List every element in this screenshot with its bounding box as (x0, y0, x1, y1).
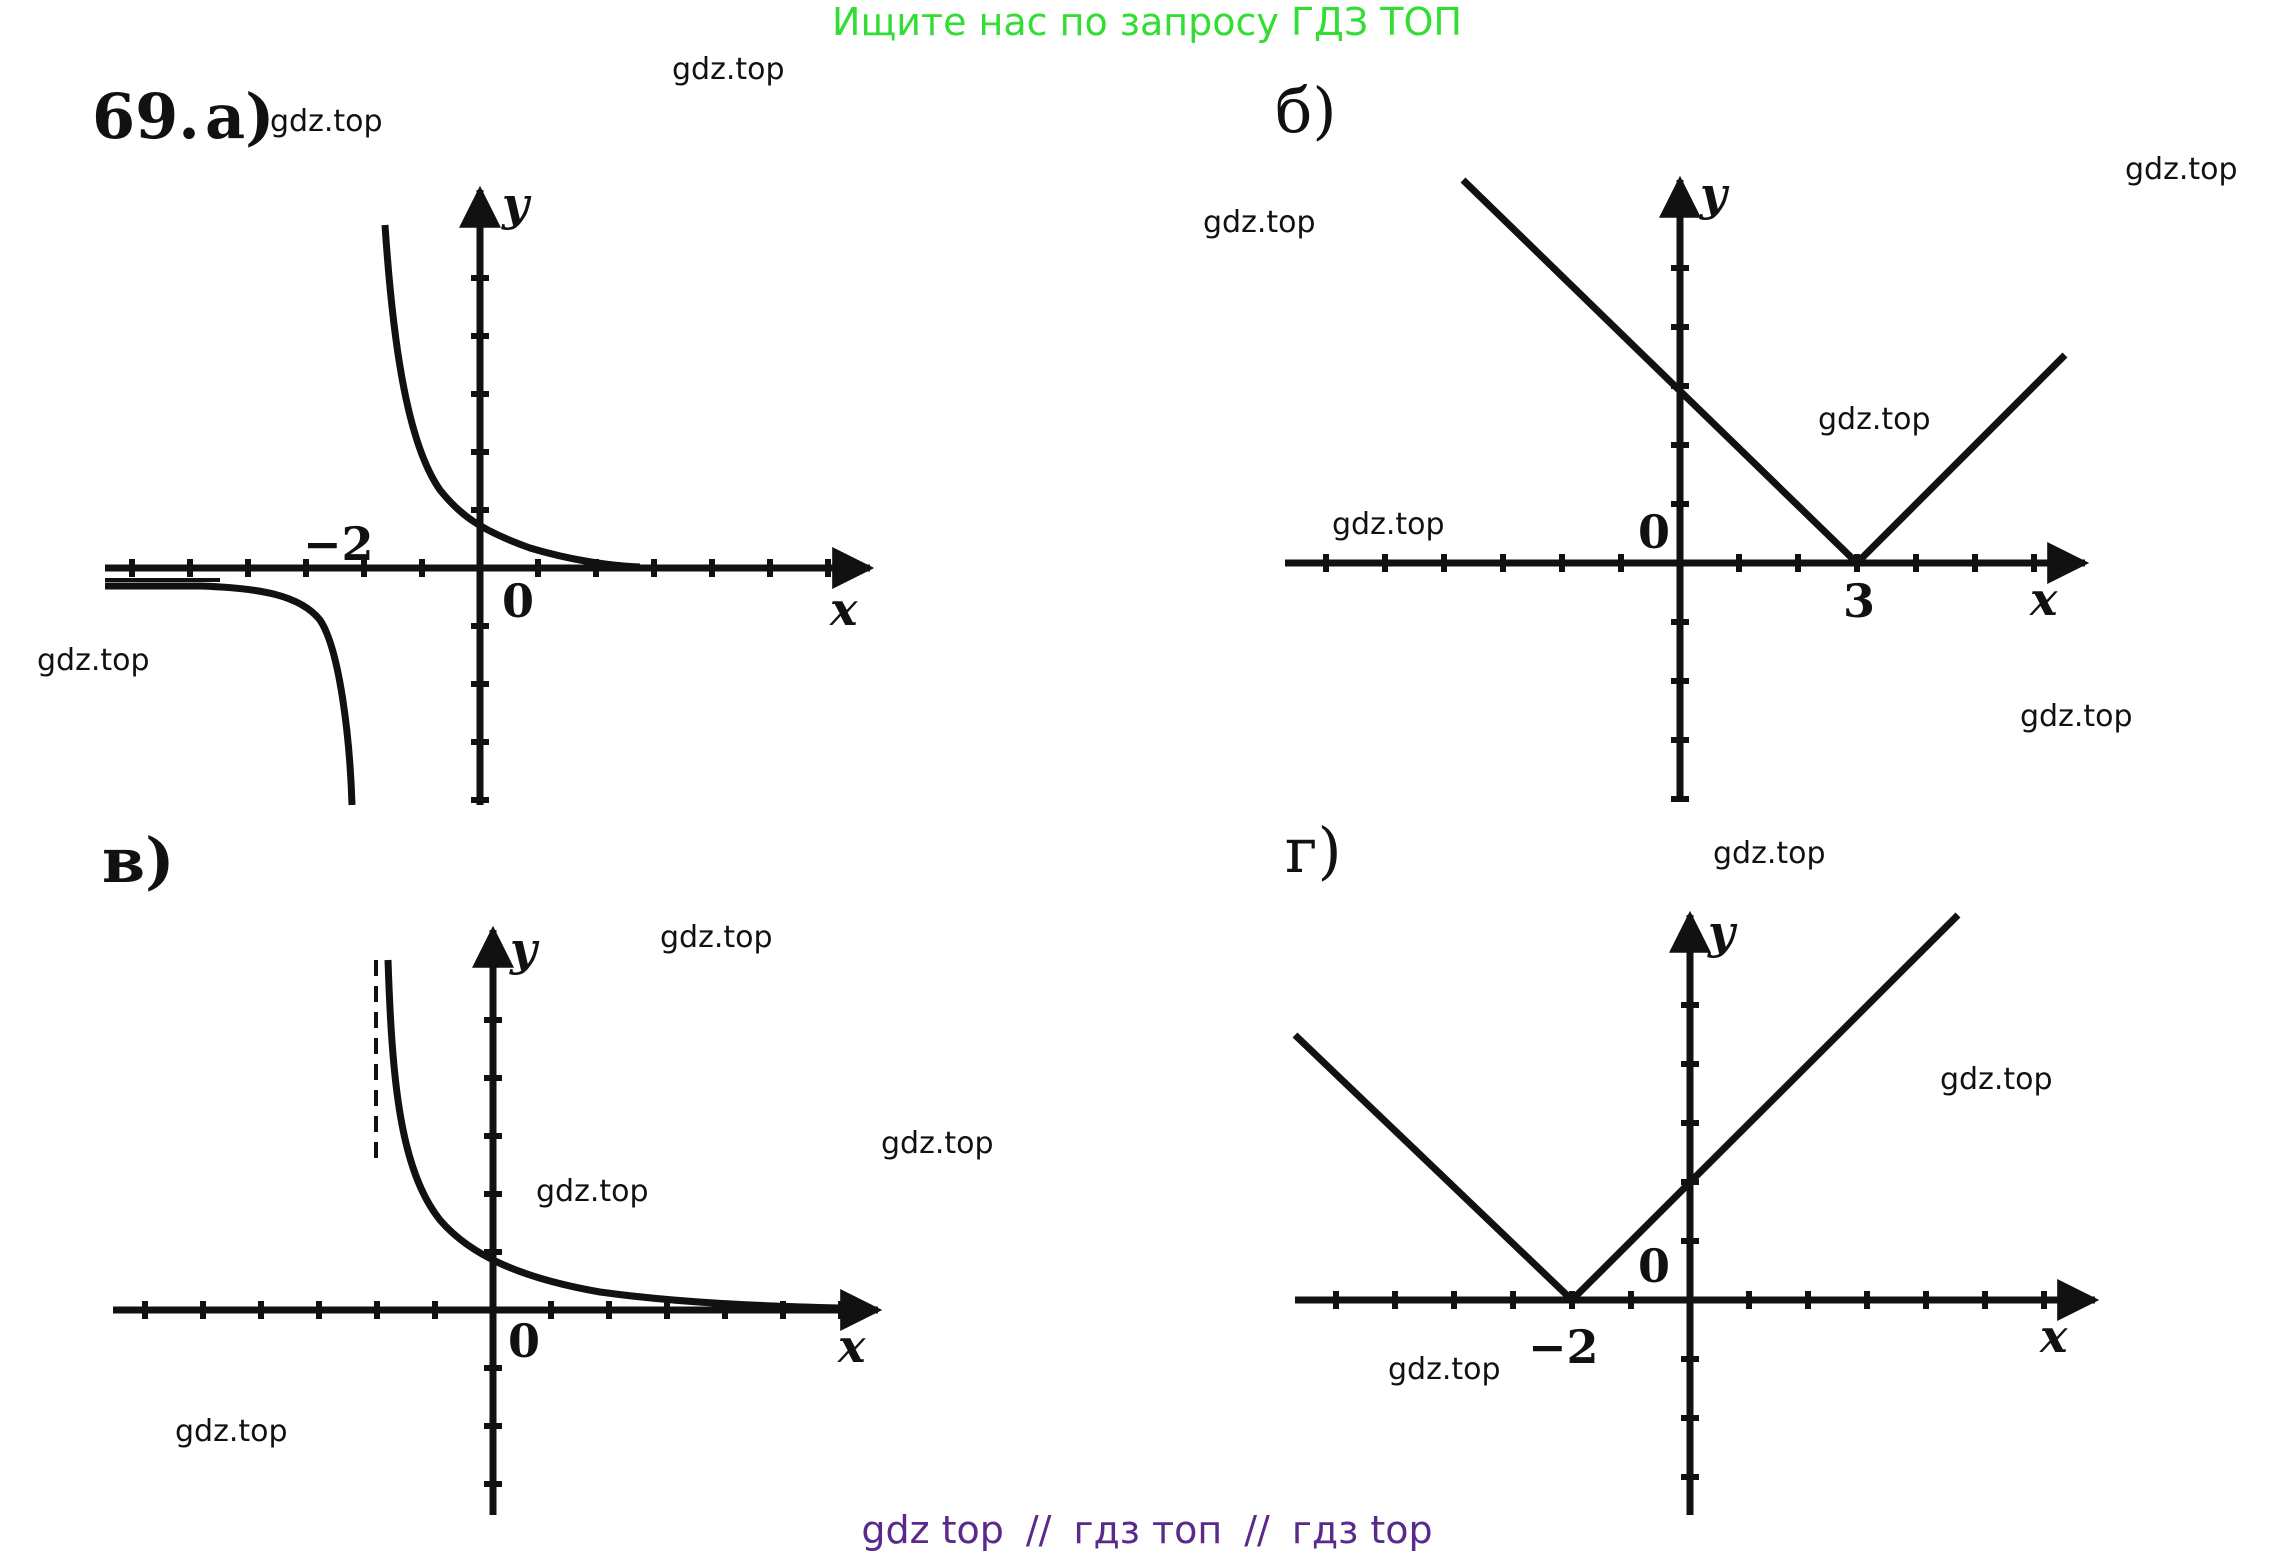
part-d-label: г) (1285, 814, 1342, 887)
watermark: gdz.top (175, 1414, 288, 1449)
graph-a-value-label: −2 (303, 517, 374, 571)
graph-a-origin-label: 0 (502, 574, 534, 628)
problem-number: 69. (92, 80, 200, 153)
watermark: gdz.top (660, 920, 773, 955)
footer-separator: // (1025, 1508, 1052, 1552)
graph-b-ticks (1323, 265, 2037, 802)
watermark: gdz.top (1818, 402, 1931, 437)
watermark: gdz.top (37, 643, 150, 678)
graph-c-y-label: y (509, 922, 540, 976)
watermark: gdz.top (2020, 699, 2133, 734)
watermark: gdz.top (672, 52, 785, 87)
watermark: gdz.top (881, 1126, 994, 1161)
footer-link[interactable]: гдз top (1291, 1508, 1433, 1552)
watermark: gdz.top (1332, 507, 1445, 542)
graph-b: 0 3 x y (1285, 167, 2090, 802)
graph-d: 0 −2 x y (1292, 905, 2100, 1515)
graph-d-abs-line (1292, 912, 1961, 1305)
graph-a-ticks (129, 275, 831, 803)
watermark: gdz.top (1388, 1352, 1501, 1387)
graph-d-x-label: x (2039, 1309, 2068, 1363)
watermark: gdz.top (536, 1174, 649, 1209)
footer-link[interactable]: гдз топ (1073, 1508, 1223, 1552)
part-a-label: а) (205, 80, 275, 153)
graph-b-abs-line (1460, 177, 2068, 568)
site-footer: gdz top // гдз топ // гдз top (0, 1508, 2294, 1552)
part-c-label: в) (102, 824, 174, 897)
search-hint-banner: Ищите нас по запросу ГДЗ ТОП (832, 0, 1462, 44)
watermark: gdz.top (1713, 836, 1826, 871)
graph-c: 0 x y (113, 922, 883, 1515)
graph-d-origin-label: 0 (1638, 1239, 1670, 1293)
graph-b-value-label: 3 (1843, 574, 1875, 628)
graph-a: −2 0 x y (105, 177, 875, 806)
graph-a-x-label: x (829, 582, 858, 636)
graph-b-y-label: y (1699, 167, 1730, 221)
graph-d-ticks (1333, 1002, 2047, 1480)
watermark: gdz.top (270, 104, 383, 139)
watermark: gdz.top (1203, 205, 1316, 240)
graph-c-origin-label: 0 (508, 1314, 540, 1368)
graph-a-upper-branch (381, 224, 641, 571)
graph-b-x-label: x (2029, 572, 2058, 626)
footer-link[interactable]: gdz top (861, 1508, 1004, 1552)
graph-d-y-label: y (1707, 905, 1738, 959)
footer-separator: // (1244, 1508, 1270, 1552)
graph-b-origin-label: 0 (1638, 505, 1670, 559)
watermarks: gdz.top gdz.top gdz.top gdz.top gdz.top … (37, 52, 2238, 1449)
graph-c-x-label: x (837, 1319, 866, 1373)
watermark: gdz.top (2125, 152, 2238, 187)
part-b-label: б) (1275, 74, 1337, 147)
graph-d-value-label: −2 (1528, 1320, 1599, 1374)
graph-a-lower-branch (105, 582, 356, 806)
watermark: gdz.top (1940, 1062, 2053, 1097)
graph-a-y-label: y (501, 177, 532, 231)
graph-c-curve (384, 959, 841, 1312)
